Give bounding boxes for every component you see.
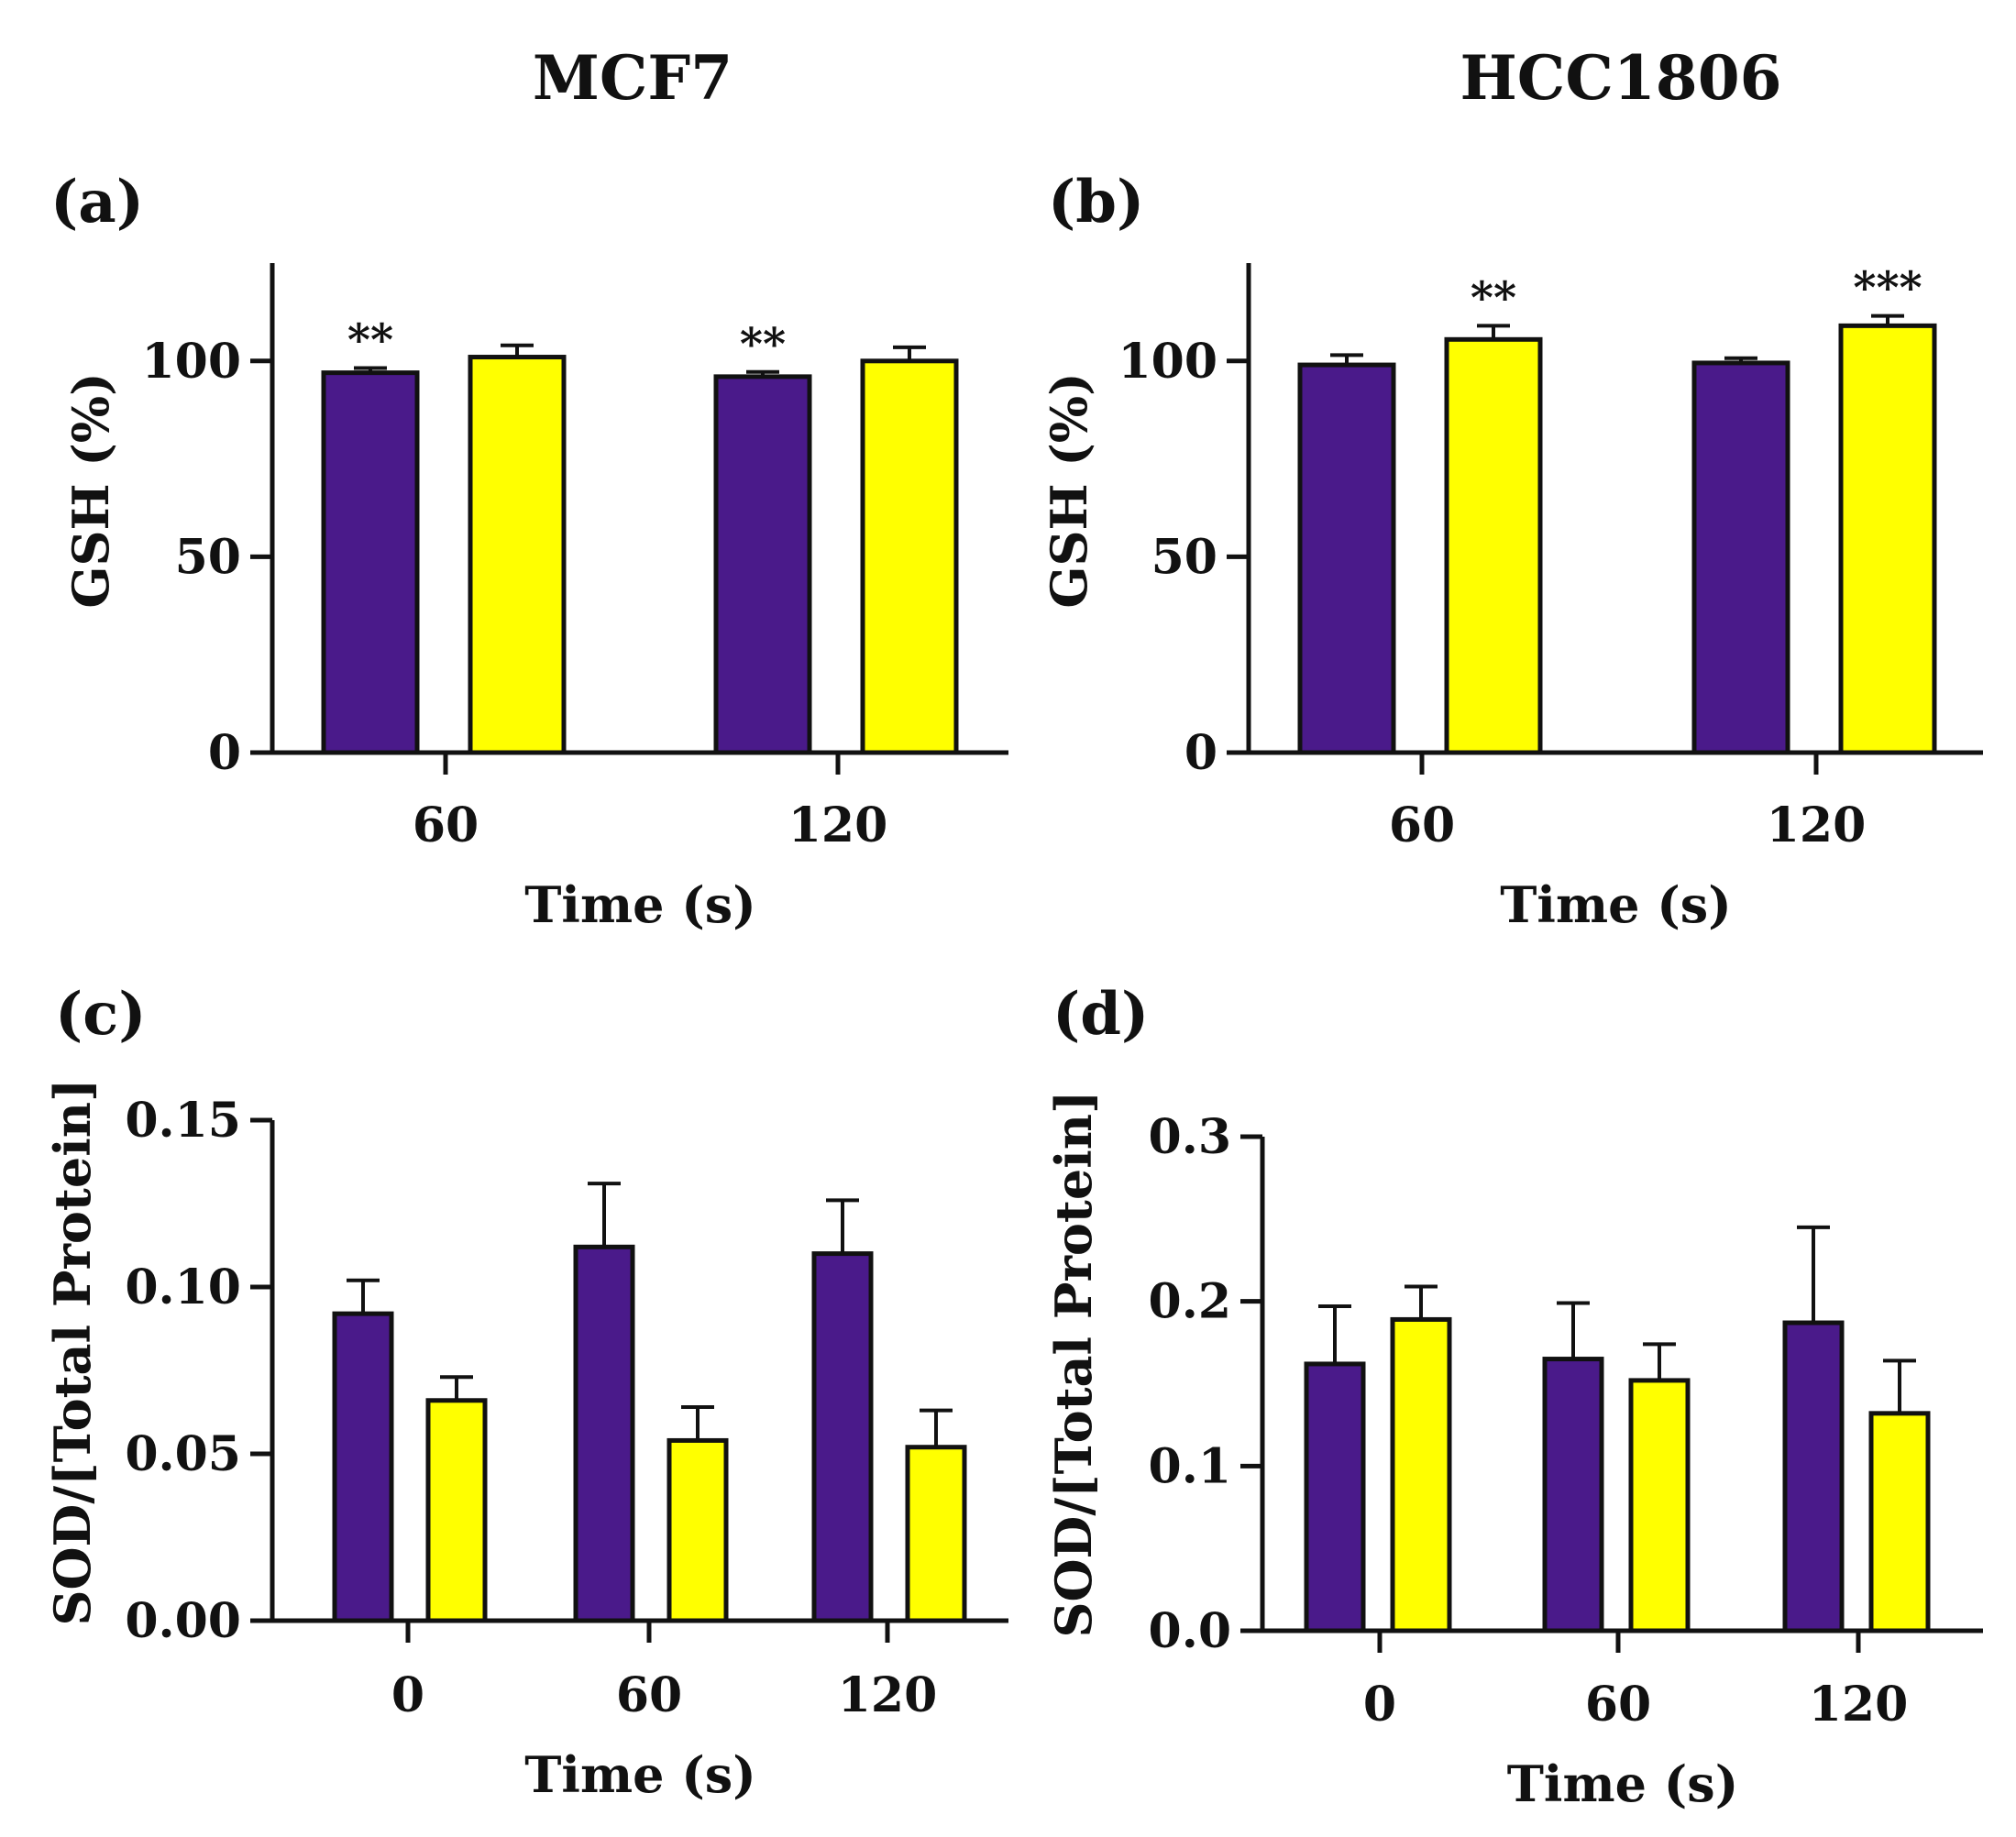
bar-c-purple-120 xyxy=(811,1251,874,1623)
bar-c-purple-0 xyxy=(332,1311,394,1623)
panel-label-d: (d) xyxy=(1052,980,1149,1049)
significance-a: ** xyxy=(740,319,786,370)
bar-c-yellow-120 xyxy=(905,1445,967,1623)
y-axis-title-b: GSH (%) xyxy=(1040,372,1098,608)
significance-a: ** xyxy=(347,314,393,366)
x-tick-label-c: 60 xyxy=(616,1667,682,1723)
bar-d-purple-0 xyxy=(1304,1361,1366,1634)
bar-d-yellow-60 xyxy=(1628,1378,1691,1634)
panel-label-b: (b) xyxy=(1048,168,1144,236)
bar-d-yellow-0 xyxy=(1390,1316,1452,1634)
bar-a-yellow-120 xyxy=(860,358,959,755)
significance-b: *** xyxy=(1853,263,1922,314)
y-axis-title-d: SOD/[Total Protein] xyxy=(1044,1090,1103,1637)
x-tick-label-a: 60 xyxy=(413,798,479,853)
x-tick-label-c: 0 xyxy=(391,1667,424,1723)
y-tick-label-a: 0 xyxy=(208,725,241,781)
y-tick-label-d: 0.3 xyxy=(1149,1109,1231,1165)
y-tick-label-c: 0.05 xyxy=(125,1426,241,1482)
bar-b-purple-60 xyxy=(1297,362,1396,755)
y-tick-label-c: 0.10 xyxy=(125,1260,241,1315)
y-tick-label-c: 0.00 xyxy=(125,1593,241,1649)
y-tick-label-a: 50 xyxy=(175,529,241,585)
x-axis-title-b: Time (s) xyxy=(1500,875,1732,934)
x-axis-title-c: Time (s) xyxy=(524,1745,756,1804)
x-tick-label-c: 120 xyxy=(838,1667,938,1723)
y-tick-label-b: 0 xyxy=(1184,725,1217,781)
column-title-mcf7: MCF7 xyxy=(533,42,733,114)
bar-c-yellow-0 xyxy=(425,1398,488,1623)
x-tick-label-b: 60 xyxy=(1389,798,1455,853)
panel-label-c: (c) xyxy=(55,980,147,1049)
y-tick-label-d: 0.0 xyxy=(1149,1603,1231,1659)
y-tick-label-d: 0.1 xyxy=(1149,1438,1231,1494)
bar-b-purple-120 xyxy=(1691,360,1790,755)
y-tick-label-d: 0.2 xyxy=(1149,1274,1231,1330)
y-axis-title-c: SOD/[Total Protein] xyxy=(43,1078,102,1625)
y-tick-label-c: 0.15 xyxy=(125,1093,241,1149)
bar-a-purple-120 xyxy=(713,374,812,755)
x-tick-label-b: 120 xyxy=(1767,798,1867,853)
x-tick-label-d: 60 xyxy=(1585,1677,1651,1732)
bar-b-yellow-120 xyxy=(1838,323,1937,755)
y-axis-title-a: GSH (%) xyxy=(61,372,120,608)
y-tick-label-b: 50 xyxy=(1151,529,1217,585)
bar-c-purple-60 xyxy=(573,1244,635,1623)
x-tick-label-d: 0 xyxy=(1363,1677,1396,1732)
bar-a-purple-60 xyxy=(321,370,420,755)
bar-a-yellow-60 xyxy=(468,355,567,755)
y-tick-label-b: 100 xyxy=(1118,334,1217,390)
bar-b-yellow-60 xyxy=(1444,336,1543,755)
bar-d-purple-60 xyxy=(1542,1357,1604,1634)
panel-label-a: (a) xyxy=(50,168,144,236)
column-title-hcc1806: HCC1806 xyxy=(1460,42,1781,114)
bar-d-purple-120 xyxy=(1782,1320,1845,1634)
x-axis-title-d: Time (s) xyxy=(1507,1754,1739,1813)
x-tick-label-d: 120 xyxy=(1809,1677,1909,1732)
significance-b: ** xyxy=(1471,272,1516,324)
x-tick-label-a: 120 xyxy=(788,798,888,853)
bar-d-yellow-120 xyxy=(1868,1411,1931,1634)
bar-c-yellow-60 xyxy=(666,1437,729,1623)
y-tick-label-a: 100 xyxy=(141,334,241,390)
x-axis-title-a: Time (s) xyxy=(524,875,756,934)
